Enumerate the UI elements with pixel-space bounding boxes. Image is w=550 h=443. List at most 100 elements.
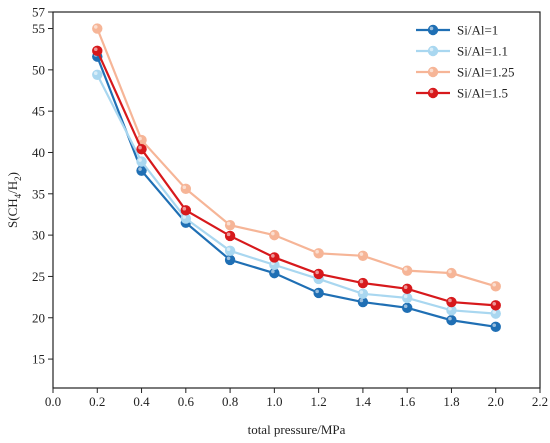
data-point	[224, 230, 236, 242]
data-point-highlight	[271, 254, 275, 258]
x-tick-label: 1.6	[399, 394, 416, 409]
series-layer	[92, 23, 501, 333]
y-tick-label: 55	[32, 21, 45, 36]
data-point-highlight	[492, 301, 497, 306]
legend: Si/Al=1 Si/Al=1.1 Si/Al=1.25 Si/Al=1.5	[416, 23, 515, 101]
data-point	[269, 252, 280, 263]
y-tick-label: 35	[32, 186, 45, 201]
y-tick-label: 50	[32, 62, 45, 77]
data-point-highlight	[359, 252, 364, 256]
data-point	[180, 205, 192, 216]
series-line	[96, 28, 497, 288]
data-point	[490, 300, 501, 311]
data-point-highlight	[93, 47, 98, 52]
data-point	[224, 245, 236, 257]
legend-marker	[427, 87, 439, 99]
data-point	[401, 265, 413, 276]
data-point-highlight	[315, 289, 319, 294]
data-point	[313, 248, 324, 259]
legend-label: Si/Al=1.1	[457, 44, 508, 59]
data-point-highlight	[138, 158, 142, 162]
x-axis-title: total pressure/MPa	[248, 422, 346, 437]
series-1	[92, 51, 501, 333]
data-point	[357, 288, 369, 299]
data-point-highlight	[359, 279, 364, 284]
data-point-highlight	[403, 304, 408, 309]
x-tick-label: 2.2	[532, 394, 548, 409]
x-tick-label: 0.2	[89, 394, 105, 409]
x-tick-label: 1.2	[311, 394, 327, 409]
legend-marker	[427, 45, 439, 57]
x-tick-label: 0.0	[45, 394, 61, 409]
data-point-highlight	[492, 323, 497, 328]
series-4	[92, 45, 501, 311]
legend-marker-highlight	[429, 26, 434, 31]
y-tick-label: 40	[32, 145, 45, 160]
data-point-highlight	[226, 256, 231, 261]
data-point-highlight	[182, 185, 187, 190]
x-tick-label: 0.8	[222, 394, 238, 409]
data-point-highlight	[359, 290, 364, 294]
legend-marker-highlight	[429, 89, 434, 94]
data-point-highlight	[271, 269, 275, 274]
data-point	[92, 23, 103, 34]
data-point-highlight	[226, 247, 231, 252]
plot-frame	[52, 11, 541, 389]
data-point-highlight	[138, 167, 142, 171]
legend-marker	[427, 24, 439, 36]
legend-marker	[427, 66, 439, 78]
data-point	[357, 250, 369, 261]
data-point-highlight	[448, 269, 452, 274]
x-tick-label: 0.6	[178, 394, 195, 409]
x-tick-label: 1.0	[266, 394, 282, 409]
legend-marker-highlight	[429, 68, 434, 73]
x-tick-label: 1.4	[355, 394, 372, 409]
data-point	[136, 143, 147, 155]
x-tick-label: 1.8	[443, 394, 459, 409]
data-point-highlight	[93, 25, 98, 29]
data-point-highlight	[403, 267, 408, 271]
data-point	[92, 69, 103, 81]
y-tick-label: 30	[32, 228, 45, 243]
x-axis: 0.0 0.2 0.4 0.6 0.8 1.0 1.2 1.4 1.6 1.8 2.0 2.2	[45, 388, 548, 409]
x-tick-label: 0.4	[133, 394, 150, 409]
data-point	[136, 156, 147, 167]
data-point	[490, 321, 501, 333]
data-point	[401, 283, 413, 295]
x-tick-label: 2.0	[488, 394, 504, 409]
data-point	[224, 220, 236, 231]
data-point-highlight	[403, 294, 408, 299]
data-point-highlight	[359, 298, 364, 303]
legend-marker-highlight	[429, 47, 434, 52]
y-tick-label: 15	[32, 352, 45, 367]
series-3	[92, 23, 501, 292]
data-point-highlight	[448, 298, 452, 303]
y-axis-title: S(CH4/H2)	[5, 172, 23, 228]
data-point	[357, 277, 369, 289]
data-point-highlight	[448, 306, 452, 311]
data-point-highlight	[138, 136, 142, 141]
y-tick-label: 57	[32, 5, 46, 20]
data-point	[313, 287, 324, 299]
y-tick-label: 25	[32, 269, 45, 284]
data-point	[446, 315, 457, 326]
data-point-highlight	[492, 310, 497, 314]
y-tick-label: 45	[32, 104, 45, 119]
legend-label: Si/Al=1.5	[457, 86, 508, 101]
data-point-highlight	[138, 145, 142, 150]
data-point	[446, 296, 457, 308]
data-point	[313, 268, 324, 280]
data-point-highlight	[403, 285, 408, 290]
data-point	[269, 229, 280, 241]
data-point-highlight	[226, 221, 231, 226]
data-point-highlight	[448, 316, 452, 321]
data-point	[224, 254, 236, 266]
data-point	[401, 302, 413, 314]
series-line	[96, 56, 496, 328]
data-point	[446, 267, 457, 279]
data-point-highlight	[182, 215, 187, 219]
data-point-highlight	[315, 270, 319, 275]
series-line	[96, 74, 496, 315]
